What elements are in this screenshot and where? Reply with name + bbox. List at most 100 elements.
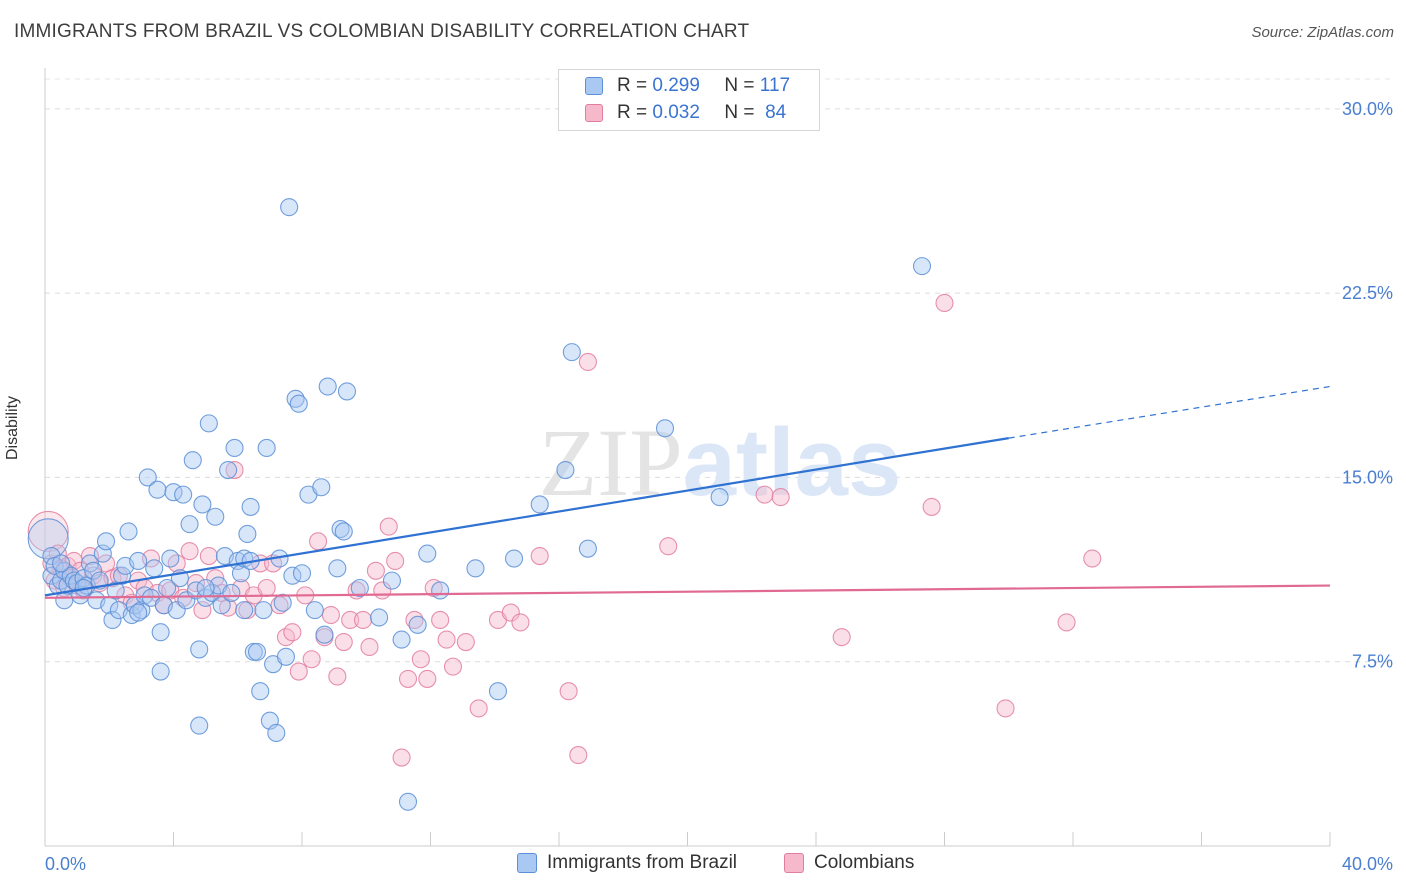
legend-n-label: N = [724, 75, 755, 96]
data-point [273, 593, 292, 612]
legend-n-value: 117 [759, 75, 791, 96]
data-point [530, 495, 549, 514]
data-point [231, 564, 251, 583]
data-point [569, 746, 588, 765]
data-point [174, 485, 193, 504]
data-point [286, 389, 305, 408]
data-point [180, 542, 199, 561]
legend-n-value: 84 [765, 102, 787, 123]
data-point [655, 419, 675, 438]
y-tick-label: 30.0% [1342, 99, 1393, 119]
data-point [206, 507, 225, 526]
data-point [331, 519, 350, 539]
data-point [578, 352, 597, 371]
data-point [129, 603, 148, 622]
data-point [556, 461, 575, 480]
bottom-legend: Immigrants from Brazil Colombians [0, 852, 1406, 878]
tick-labels: 7.5% 15.0% 22.5% 30.0% 0.0% 40.0% [45, 99, 1393, 874]
data-point [469, 699, 488, 718]
trend-line-colombians [44, 584, 1331, 599]
data-point [52, 554, 71, 573]
data-point [350, 578, 369, 598]
data-point [132, 601, 151, 620]
data-point [443, 657, 463, 676]
data-point [251, 682, 270, 701]
data-point [456, 633, 475, 652]
source-label: Source: ZipAtlas.com [1251, 24, 1394, 41]
data-point [292, 564, 312, 583]
data-point [710, 488, 729, 507]
data-point [386, 551, 405, 571]
data-point [199, 547, 218, 566]
data-point [501, 603, 520, 622]
data-point [1057, 613, 1076, 632]
data-point [488, 682, 508, 701]
legend-r-label: R = [617, 102, 648, 123]
data-point [431, 581, 450, 600]
data-point [935, 293, 954, 313]
data-point [912, 257, 932, 276]
data-point [370, 608, 389, 627]
data-point [267, 723, 286, 743]
data-point [257, 438, 276, 457]
legend-n-label: N = [724, 102, 755, 123]
y-tick-label: 15.0% [1342, 467, 1393, 487]
data-point [530, 547, 549, 566]
data-point [247, 642, 267, 661]
x-tick-label: 0.0% [45, 854, 86, 874]
data-point [113, 566, 132, 585]
bottom-legend-label: Immigrants from Brazil [547, 852, 738, 873]
y-tick-label: 22.5% [1342, 283, 1393, 303]
data-point [511, 613, 530, 632]
legend: R = 0.299 N = 117 R = 0.032 N = 84 [558, 69, 820, 131]
data-point [411, 650, 430, 669]
data-point [235, 601, 254, 620]
data-point [241, 497, 260, 516]
data-point [305, 601, 324, 620]
data-point [398, 669, 418, 688]
data-point [466, 559, 485, 578]
pink-swatch [585, 104, 603, 122]
data-point [315, 625, 334, 644]
trend-line-brazil [44, 437, 1009, 597]
data-point [328, 667, 347, 686]
data-point [148, 480, 167, 499]
data-point [334, 633, 353, 652]
data-point [238, 524, 257, 543]
x-tick-label: 40.0% [1342, 854, 1393, 874]
data-point [27, 518, 69, 560]
data-point [1083, 549, 1102, 568]
data-point [199, 414, 218, 433]
data-point [225, 438, 244, 457]
bottom-legend-brazil: Immigrants from Brazil [517, 852, 737, 874]
legend-row-brazil: R = 0.299 N = 117 [585, 73, 790, 99]
data-point [398, 792, 418, 811]
data-point [129, 551, 148, 571]
bottom-legend-colombians: Colombians [784, 852, 914, 874]
data-point [328, 559, 347, 578]
trend-lines [44, 385, 1331, 599]
data-point [405, 610, 424, 629]
blue-swatch [585, 77, 603, 95]
data-point [832, 628, 851, 647]
data-point [103, 610, 122, 629]
data-point [289, 394, 308, 413]
data-point [55, 591, 74, 610]
data-point [276, 647, 295, 666]
bottom-legend-label: Colombians [814, 852, 915, 873]
series-colombians [27, 293, 1102, 767]
data-point [382, 571, 402, 590]
data-point [578, 539, 597, 558]
data-point [225, 461, 244, 480]
series-immigrants-from-brazil [27, 198, 932, 811]
data-point [392, 748, 411, 767]
data-point [309, 532, 328, 551]
data-point [418, 544, 437, 563]
data-point [280, 198, 299, 217]
data-point [408, 615, 427, 634]
data-point [257, 578, 276, 598]
data-point [219, 461, 238, 480]
data-point [418, 669, 437, 688]
data-point [167, 601, 186, 620]
data-point [119, 522, 138, 541]
